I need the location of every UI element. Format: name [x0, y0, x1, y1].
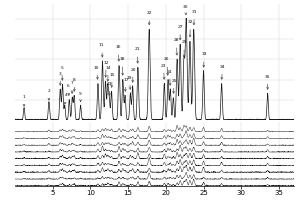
Text: 15: 15 — [110, 73, 115, 87]
Text: 33: 33 — [202, 52, 207, 67]
Text: 3: 3 — [59, 72, 62, 85]
Text: 31: 31 — [192, 10, 197, 25]
Text: 13: 13 — [107, 82, 112, 95]
Text: 11: 11 — [99, 43, 104, 57]
Text: 7: 7 — [70, 81, 73, 93]
Text: 12: 12 — [103, 61, 109, 77]
Text: 32: 32 — [188, 20, 193, 37]
Text: 1: 1 — [23, 95, 26, 106]
Text: 17: 17 — [123, 78, 129, 91]
Text: 20: 20 — [130, 68, 136, 82]
Text: 9: 9 — [79, 92, 82, 102]
Text: 18: 18 — [119, 57, 125, 75]
Text: 34: 34 — [220, 65, 225, 79]
Text: 10: 10 — [94, 66, 99, 79]
Text: 28: 28 — [174, 38, 179, 55]
Text: 6: 6 — [66, 84, 70, 95]
Text: 2: 2 — [48, 89, 50, 100]
Text: 14: 14 — [105, 66, 111, 81]
Text: 26: 26 — [164, 57, 169, 75]
Text: 19: 19 — [127, 76, 132, 89]
Text: 22: 22 — [146, 11, 152, 25]
Text: 21: 21 — [134, 47, 140, 63]
Text: 30: 30 — [183, 5, 188, 15]
Text: 27: 27 — [177, 25, 183, 40]
Text: 16: 16 — [116, 45, 121, 61]
Text: 24: 24 — [167, 70, 172, 85]
Text: 8: 8 — [73, 78, 76, 91]
Text: 25: 25 — [171, 79, 177, 93]
Text: 5: 5 — [60, 66, 63, 80]
Text: 29: 29 — [182, 40, 187, 57]
Text: 4: 4 — [64, 93, 68, 104]
Text: 23: 23 — [161, 64, 166, 79]
Text: 35: 35 — [265, 75, 270, 89]
